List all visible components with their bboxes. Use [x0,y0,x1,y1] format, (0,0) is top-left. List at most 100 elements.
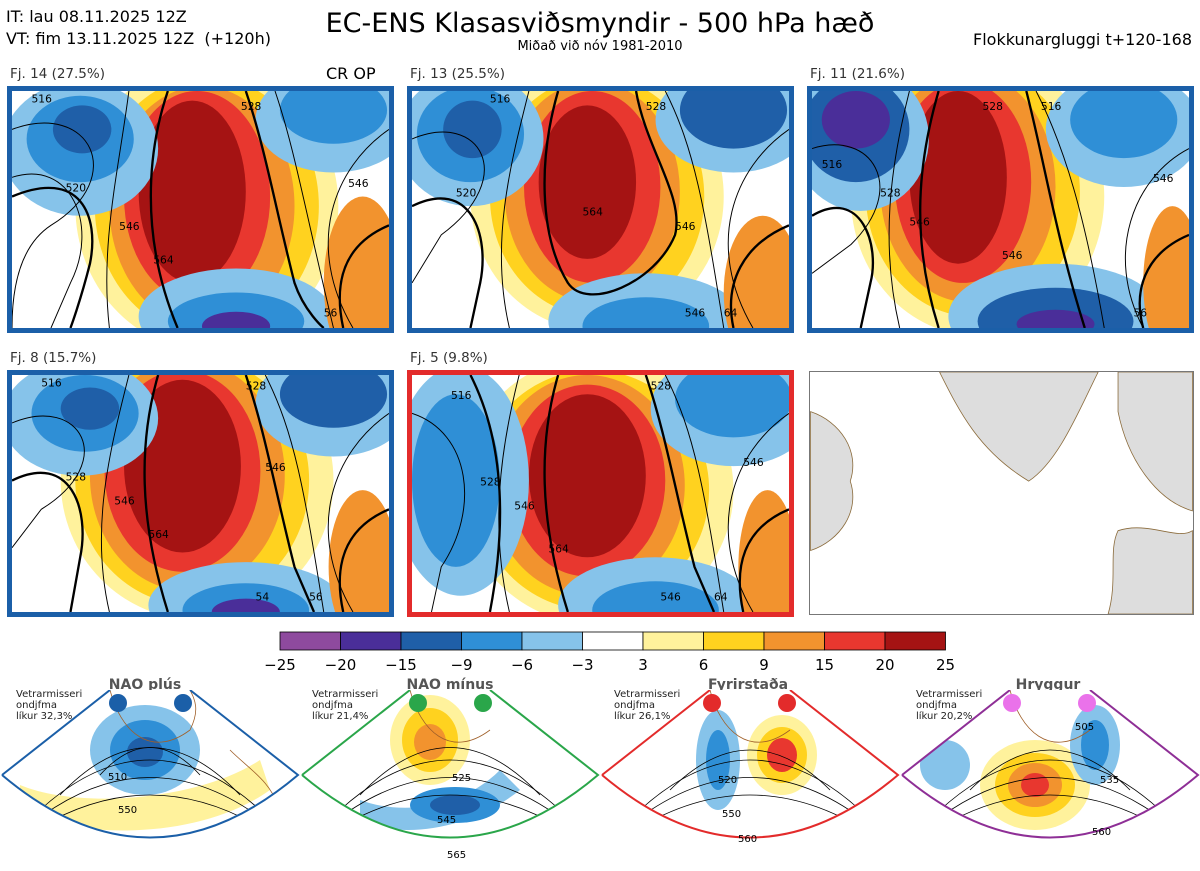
panel-3-contour-1: 516 [1041,100,1062,113]
regime-4-frame [901,690,1200,839]
colorbar-swatch [461,631,523,651]
regime-1-note: Vetrarmisseri ondjfma líkur 32,3% [16,689,83,722]
regime-2-map [302,690,598,838]
cluster-panel-3: 516 528 516 528 546 546 546 56 [807,86,1194,333]
regime-2-frame [301,690,600,839]
cluster-map-5: 516 528 528 546 546 564 546 64 [412,375,789,612]
regime-2-note: Vetrarmisseri ondjfma líkur 21,4% [312,689,379,722]
panel-2-contour-3: 520 [456,187,477,200]
regime-4-contour-3: 560 [1092,827,1111,838]
regime-1-marker-left [109,694,127,712]
panel-4-contour-4: 546 [114,495,135,508]
regime-2-marker-left [409,694,427,712]
panel-4-contour-3: 528 [66,471,87,484]
colorbar-swatch [279,631,341,651]
panel-5-contour-3: 528 [480,475,501,488]
panel-3-contour-4: 528 [880,187,901,200]
panel-2-contour-4: 564 [582,206,603,219]
colorbar-swatch [521,631,583,651]
colorbar-tick-label: −25 [264,656,296,674]
regime-3-marker-right [778,694,796,712]
regime-1-contour-2: 550 [118,805,137,816]
panel-5-label: Fj. 5 (9.8%) [410,350,488,366]
colorbar-swatch [582,631,644,651]
panel-4-contour-8: 56 [309,591,323,604]
panel-1-tag: CR OP [326,64,376,83]
colorbar-tick-label: 25 [936,656,955,674]
colorbar-swatch [703,631,765,651]
panel-3-contour-8: 56 [1133,307,1147,320]
colorbar-tick-label: 3 [638,656,648,674]
regime-3-contour-3: 560 [738,834,757,845]
panel-4-contour-7: 54 [256,591,270,604]
panel-5-contour-4: 546 [514,499,535,512]
coastline-map [810,372,1193,614]
colorbar: −25 −20 −15 −9 −6 −3 3 6 9 15 20 25 [264,631,955,674]
panel-5-contour-6: 564 [548,543,569,556]
panel-3-contour-5: 546 [909,215,930,228]
panel-2-contour-5: 546 [675,220,696,233]
regime-4-contour-1: 505 [1075,722,1094,733]
regime-4-marker-right [1078,694,1096,712]
panel-4-contour-6: 546 [265,461,286,474]
panel-4-contour-2: 528 [246,379,267,392]
panel-2-contour-6: 546 [685,307,706,320]
colorbar-swatch [763,631,825,651]
panel-5-contour-2: 528 [651,379,672,392]
initial-time: IT: lau 08.11.2025 12Z [6,7,187,26]
panel-3-label: Fj. 11 (21.6%) [810,66,905,82]
panel-1-label: Fj. 14 (27.5%) [10,66,105,82]
regime-1-map [2,690,298,838]
cluster-panel-1: 516 528 520 546 564 546 56 [7,86,394,333]
panel-4-label: Fj. 8 (15.7%) [10,350,97,366]
colorbar-labels: −25 −20 −15 −9 −6 −3 3 6 9 15 20 25 [264,656,955,674]
regime-4-map [902,690,1198,838]
panel-5-contour-8: 64 [714,591,728,604]
colorbar-swatch [824,631,886,651]
colorbar-swatches [279,631,946,651]
colorbar-tick-label: −9 [450,656,472,674]
colorbar-swatch [884,631,946,651]
panel-1-contour-6: 546 [348,177,369,190]
panel-5-contour-7: 546 [660,591,681,604]
panel-3-contour-3: 516 [822,158,843,171]
regime-2-contour-1: 525 [452,773,471,784]
cluster-panel-4: 516 528 528 546 564 546 54 56 [7,370,394,617]
panel-1-contour-2: 528 [241,100,262,113]
cluster-map-1: 516 528 520 546 564 546 56 [12,91,389,328]
classification-window: Flokkunargluggi t+120-168 [973,30,1192,49]
regime-4-title: Hryggur [1015,677,1081,693]
regime-4-note: Vetrarmisseri ondjfma líkur 20,2% [916,689,983,722]
regime-3-frame [601,690,900,839]
regime-2-contour-3: 565 [447,850,466,861]
cluster-panel-5: 516 528 528 546 546 564 546 64 [407,370,794,617]
colorbar-tick-label: 15 [815,656,834,674]
panel-2-contour-1: 528 [646,100,667,113]
panel-4-contour-5: 564 [148,528,169,541]
colorbar-tick-label: −3 [571,656,593,674]
colorbar-swatch [400,631,462,651]
panel-4-contour-1: 516 [41,377,62,390]
panel-5-contour-5: 546 [743,456,764,469]
regime-4-marker-left [1003,694,1021,712]
header-info: IT: lau 08.11.2025 12Z VT: fim 13.11.2025… [6,6,271,50]
panel-1-contour-1: 516 [31,93,52,106]
colorbar-tick-label: −6 [511,656,533,674]
colorbar-tick-label: 9 [759,656,769,674]
regime-2-contour-2: 545 [437,815,456,826]
regime-1-title: NAO plús [108,677,182,693]
panel-1-contour-7: 56 [324,307,338,320]
cluster-panel-2: 528 516 520 564 546 546 64 [407,86,794,333]
regime-3-contour-1: 520 [718,775,737,786]
panel-1-contour-5: 564 [153,254,174,267]
regime-3-title: Fyrirstaða [707,677,789,693]
panel-5-contour-1: 516 [451,389,472,402]
empty-map-panel [809,371,1194,615]
page-subtitle: Miðað við nóv 1981-2010 [517,39,683,54]
panel-3-contour-7: 546 [1153,172,1174,185]
panel-2-contour-7: 64 [724,307,738,320]
panel-1-contour-3: 520 [66,182,87,195]
regime-2-marker-right [474,694,492,712]
regime-3-contour-2: 550 [722,809,741,820]
panel-2-label: Fj. 13 (25.5%) [410,66,505,82]
